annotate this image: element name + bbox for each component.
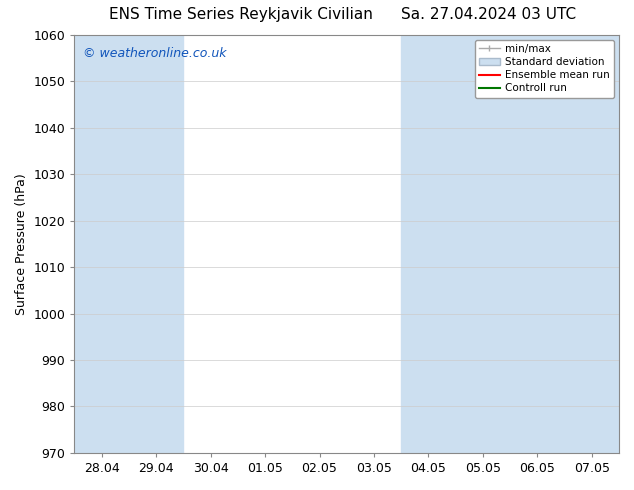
- Bar: [401, 35, 510, 453]
- Legend: min/max, Standard deviation, Ensemble mean run, Controll run: min/max, Standard deviation, Ensemble me…: [475, 40, 614, 98]
- Text: © weatheronline.co.uk: © weatheronline.co.uk: [82, 47, 226, 60]
- Text: ENS Time Series Reykjavik Civilian: ENS Time Series Reykjavik Civilian: [109, 7, 373, 23]
- Text: Sa. 27.04.2024 03 UTC: Sa. 27.04.2024 03 UTC: [401, 7, 576, 23]
- Bar: [510, 35, 619, 453]
- Bar: [74, 35, 183, 453]
- Y-axis label: Surface Pressure (hPa): Surface Pressure (hPa): [15, 173, 28, 315]
